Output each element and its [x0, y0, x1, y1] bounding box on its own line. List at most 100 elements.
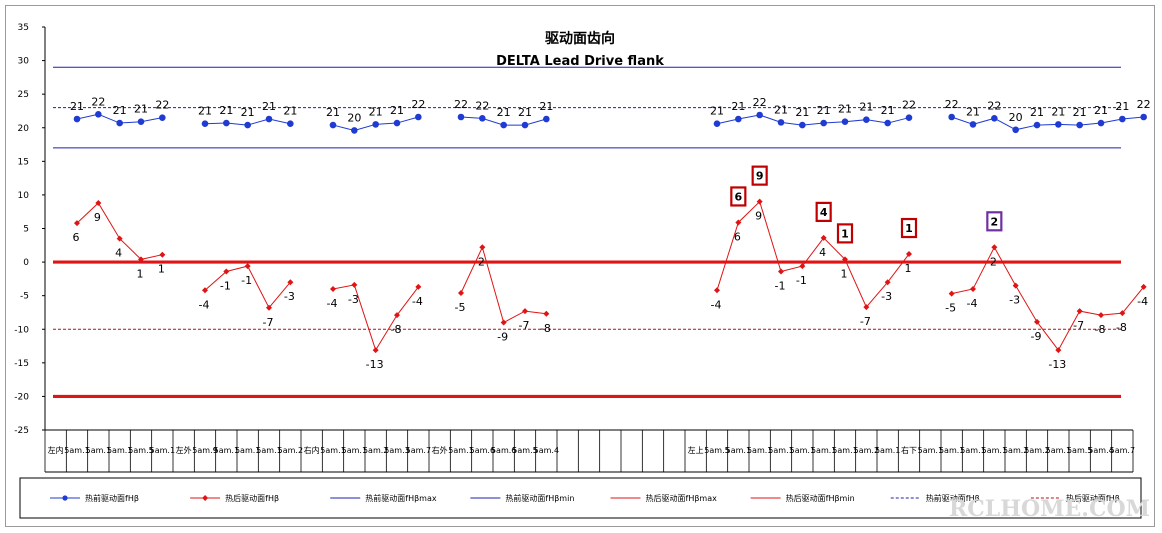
data-label: -7: [860, 315, 871, 328]
callout-label: 1: [905, 222, 913, 235]
data-label: -8: [540, 322, 551, 335]
data-point: [95, 199, 102, 206]
data-point: [116, 235, 123, 242]
callout-label: 6: [735, 190, 743, 203]
data-label: 21: [497, 106, 511, 119]
callout-label: 2: [991, 215, 999, 228]
data-label: 21: [262, 100, 276, 113]
data-label: -1: [220, 279, 231, 292]
legend-item: 热前驱动面fHβ: [50, 493, 139, 503]
callout-box: [986, 211, 1003, 232]
data-point: [1119, 115, 1126, 123]
data-label: -3: [1009, 294, 1020, 307]
callout-label: 4: [820, 206, 828, 219]
category-label: 5am.1: [214, 446, 239, 455]
data-point: [1140, 283, 1147, 290]
data-label: 21: [326, 106, 340, 119]
data-label: 1: [905, 262, 912, 275]
data-label: 1: [158, 263, 165, 276]
legend-item: 热后驱动面fHβ: [1030, 493, 1120, 503]
category-label: 5am.1: [875, 446, 900, 455]
data-point: [329, 121, 337, 129]
legend-label: 热后驱动面fHβmin: [786, 493, 855, 503]
data-label: -3: [284, 290, 295, 303]
data-label: -13: [366, 358, 384, 371]
data-point: [778, 268, 784, 275]
data-label: 21: [70, 100, 84, 113]
category-label: 5am.5: [704, 446, 729, 455]
category-label: 5am.1: [832, 446, 857, 455]
data-point: [1076, 121, 1083, 129]
data-label: 21: [1073, 106, 1087, 119]
data-point: [713, 120, 721, 128]
data-label: 21: [966, 105, 980, 118]
category-label: 5am.1: [982, 446, 1007, 455]
data-point: [735, 115, 742, 123]
data-point: [223, 268, 230, 275]
data-point: [948, 290, 955, 297]
data-point: [970, 285, 976, 292]
data-label: -4: [412, 295, 423, 308]
data-point: [969, 121, 977, 128]
data-label: 21: [731, 100, 745, 113]
data-label: 21: [539, 100, 553, 113]
data-label: 22: [155, 99, 169, 112]
series-line: [951, 116, 1144, 131]
callout-box: [751, 165, 768, 186]
data-label: 20: [1009, 111, 1023, 124]
y-tick-label: 35: [18, 23, 29, 33]
data-point: [1012, 126, 1019, 134]
data-label: 21: [390, 104, 404, 117]
data-label: 21: [1094, 104, 1108, 117]
category-label: 5am.6: [470, 446, 495, 455]
data-point: [74, 220, 80, 227]
series-1: 21 22 21 21 22 21 21 21 21 21 21 20 21 21 22 22 22 21 21 21…: [70, 95, 1151, 134]
data-label: -8: [1095, 323, 1106, 336]
category-label: 5am.2: [1024, 446, 1049, 455]
data-point: [820, 119, 827, 127]
data-label: -4: [711, 298, 722, 311]
data-point: [884, 279, 891, 286]
legend: 热前驱动面fHβ 热后驱动面fHβ 热前驱动面fHβmax 热前驱动面fHβmin 热后…: [19, 477, 1142, 519]
data-label: 22: [987, 99, 1001, 112]
data-label: -9: [497, 331, 508, 344]
data-label: 22: [454, 98, 468, 111]
data-point: [415, 113, 422, 121]
data-label: 21: [859, 101, 873, 114]
y-tick-label: 20: [18, 124, 30, 134]
data-point: [159, 114, 166, 121]
data-point: [1012, 282, 1019, 289]
category-label: 5am.1: [150, 446, 175, 455]
data-label: 21: [198, 105, 212, 118]
data-label: 2: [478, 255, 485, 268]
category-label: 5am.1: [448, 446, 473, 455]
data-point: [1055, 121, 1062, 128]
data-label: -7: [519, 319, 530, 332]
category-label: 5am.1: [768, 446, 793, 455]
category-label: 5am.1: [235, 446, 260, 455]
category-label: 5am.2: [278, 446, 303, 455]
data-point: [905, 114, 913, 121]
legend-item: 热后驱动面fHβ: [190, 493, 279, 503]
data-label: 1: [841, 267, 848, 280]
data-label: -4: [967, 297, 978, 310]
data-point: [948, 113, 955, 121]
data-point: [244, 263, 251, 270]
data-label: -9: [1031, 330, 1042, 343]
category-label: 5am.2: [854, 446, 879, 455]
data-label: -3: [348, 293, 359, 306]
callout-box: [815, 201, 832, 223]
data-label: 22: [91, 95, 105, 108]
category-label: 5am.4: [534, 446, 559, 455]
data-point: [1055, 347, 1062, 354]
callout-label: 1: [841, 227, 849, 240]
data-point: [116, 119, 123, 127]
reference-lines: [53, 66, 1121, 399]
y-tick-label: -15: [14, 359, 29, 369]
category-label: 左上: [688, 445, 704, 455]
category-label: 5am.5: [512, 446, 537, 455]
category-label: 5am.1: [811, 446, 836, 455]
category-label: 5am.7: [406, 446, 431, 455]
